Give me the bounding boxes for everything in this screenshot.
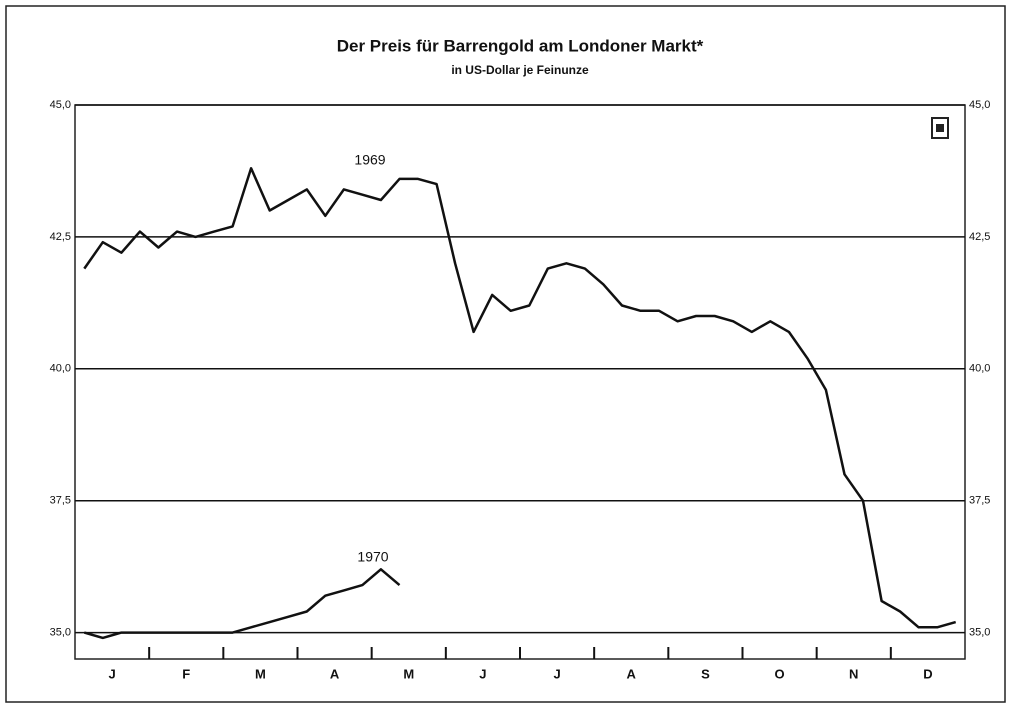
y-tick-label: 35,0 (50, 627, 71, 639)
x-tick-label: J (553, 666, 560, 681)
chart-title: Der Preis für Barrengold am Londoner Mar… (337, 36, 704, 55)
series-line (83, 167, 957, 629)
x-tick-label: A (627, 666, 637, 681)
plot-frame (74, 104, 966, 660)
y-tick-label-right: 45,0 (969, 99, 990, 111)
y-tick-label: 42,5 (50, 231, 71, 243)
annotation: 1969 (354, 152, 385, 168)
x-tick-label: M (403, 666, 414, 681)
frame (5, 5, 1006, 703)
x-tick-label: D (923, 666, 932, 681)
x-tick-label: J (479, 666, 486, 681)
annotation: 1970 (357, 549, 388, 565)
x-tick-label: J (108, 666, 115, 681)
chart-subtitle: in US-Dollar je Feinunze (451, 63, 589, 77)
x-tick-label: O (775, 666, 785, 681)
logo (931, 117, 949, 139)
series-line (83, 568, 401, 640)
x-tick-label: F (182, 666, 190, 681)
x-tick-label: M (255, 666, 266, 681)
x-tick-label: S (701, 666, 710, 681)
y-tick-label-right: 37,5 (969, 495, 990, 507)
y-tick-label: 40,0 (50, 363, 71, 375)
y-tick-label-right: 42,5 (969, 231, 990, 243)
y-tick-label-right: 40,0 (969, 363, 990, 375)
y-tick-label: 45,0 (50, 99, 71, 111)
x-tick-label: N (849, 666, 858, 681)
y-tick-label: 37,5 (50, 495, 71, 507)
y-tick-label-right: 35,0 (969, 627, 990, 639)
x-tick-label: A (330, 666, 340, 681)
